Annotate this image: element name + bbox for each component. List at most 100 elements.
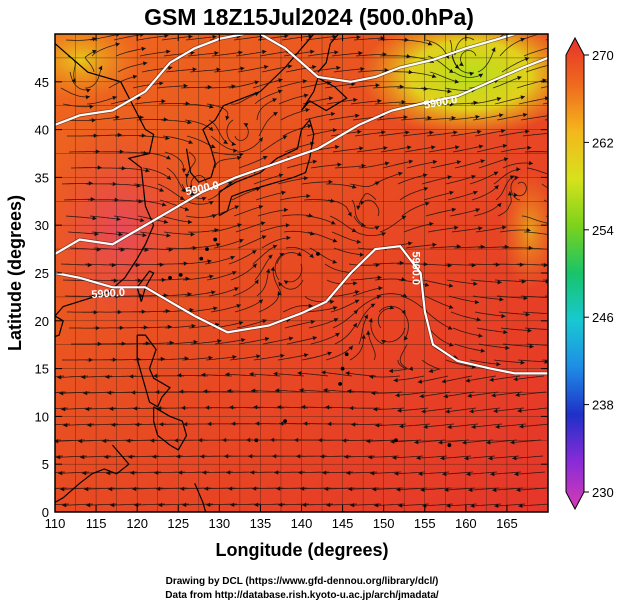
streamline [492,487,524,491]
streamline-arrow [447,89,452,94]
streamline [353,215,380,229]
streamline-arrow [83,390,88,396]
streamline [425,208,457,217]
streamline-arrow [469,71,474,77]
streamline-arrow [284,34,289,39]
streamline-arrow [468,487,473,493]
streamline [497,191,512,217]
streamline [69,71,91,91]
streamline [328,114,360,121]
streamline [460,50,477,67]
streamline [252,79,283,89]
streamline-arrow [358,51,363,56]
streamline-arrow [143,325,148,330]
streamline [234,122,249,141]
streamline [201,374,233,377]
streamline-arrow [528,160,533,166]
streamline [352,287,383,297]
streamline [372,86,404,89]
streamline [258,291,280,313]
streamline [372,262,404,265]
streamline-arrow [327,351,332,356]
streamline-arrow [375,181,380,186]
streamline [208,119,228,145]
streamline-arrow [258,137,263,142]
streamline-arrow [370,303,376,308]
streamline [393,375,425,381]
streamline [89,215,121,220]
streamline-arrow [214,50,219,56]
streamline-arrow [347,211,352,217]
streamline [450,130,482,137]
streamline [464,455,496,459]
streamline [237,235,267,249]
streamline [513,181,527,197]
streamline [58,471,90,474]
streamline [517,359,548,363]
streamline-arrow [254,279,259,285]
streamline-arrow [489,377,494,382]
streamline [516,487,548,491]
streamline-arrow [414,440,419,445]
streamline-arrow [209,104,214,109]
streamline-arrow [451,115,456,121]
y-tick-label: 0 [42,505,49,520]
streamline [377,307,395,329]
streamline-arrow [57,375,62,380]
streamline-arrow [357,129,362,135]
streamline [160,119,192,124]
streamline [402,311,409,341]
streamline-arrow [278,281,283,287]
coastline [136,334,171,408]
streamline [137,35,169,41]
streamline-arrow [514,175,519,180]
streamline [358,314,369,345]
streamline-arrow [302,79,307,84]
island-dot [394,438,398,443]
streamline-arrow [281,190,286,195]
x-tick-label: 145 [332,516,354,531]
streamline-arrow [399,424,404,429]
streamline [421,359,441,373]
island-dot [340,366,345,371]
streamline-arrow [183,421,188,427]
x-tick-label: 120 [126,516,148,531]
streamline [476,327,508,333]
streamline [355,53,387,57]
streamline-arrow [261,235,267,240]
streamline-arrow [335,144,340,150]
streamline [139,310,170,313]
streamline [329,215,357,233]
streamline [443,391,475,398]
streamline [488,455,520,459]
streamline-arrow [62,503,67,508]
streamline [334,165,366,169]
streamline-arrow [520,37,525,42]
streamline [277,177,309,185]
streamline-arrow [498,113,504,118]
streamline-arrow [254,80,259,85]
height-contours [55,34,548,376]
colorbar-ticks: 230 238 246 254 262 270 [584,48,614,500]
streamline-arrow [420,487,425,492]
streamline [238,155,268,169]
streamline-arrow [351,422,356,427]
streamline [283,50,315,57]
streamline-arrow [288,336,294,341]
streamline [351,199,366,227]
streamline [187,52,219,57]
streamline-arrow [139,34,145,37]
streamline-arrow [335,332,340,337]
streamline-arrow [298,470,303,475]
streamline [331,231,361,243]
streamline-arrow [552,328,556,333]
streamline [350,277,382,281]
streamline [301,351,332,361]
streamline [510,176,521,201]
streamline [259,224,290,233]
streamline-arrow [518,503,523,509]
streamline [57,375,89,378]
streamline-arrow [544,96,548,101]
streamline [540,86,548,89]
